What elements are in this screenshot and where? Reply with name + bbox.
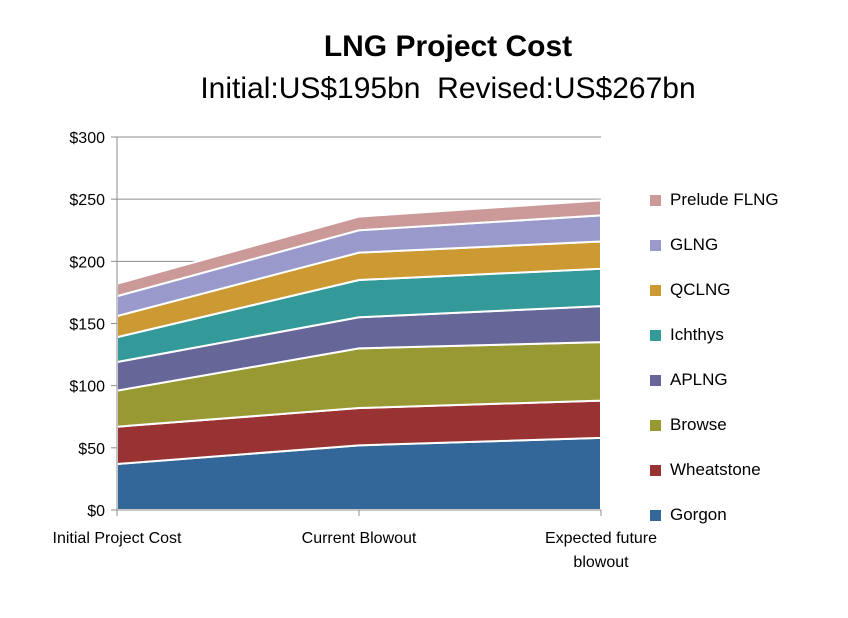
x-tick-label: Current Blowout <box>302 530 417 547</box>
x-tick-labels: Initial Project Cost Current Blowout Expec… <box>53 530 658 571</box>
y-tick-label: $0 <box>87 503 105 520</box>
legend: Prelude FLNG GLNG QCLNG Ichthys APLNG Browse W… <box>650 190 779 550</box>
y-tick-label: $150 <box>69 317 105 334</box>
legend-label: APLNG <box>670 370 728 389</box>
area-series <box>116 199 602 511</box>
legend-item: Gorgon <box>650 505 779 550</box>
legend-item: QCLNG <box>650 280 779 325</box>
y-tick-label: $300 <box>69 130 105 147</box>
legend-swatch <box>650 195 661 206</box>
legend-label: Ichthys <box>670 325 724 344</box>
legend-swatch <box>650 510 661 521</box>
legend-item: Ichthys <box>650 325 779 370</box>
y-tick-labels: $0 $50 $100 $150 $200 $250 $300 <box>69 130 105 520</box>
legend-item: APLNG <box>650 370 779 415</box>
chart-title: LNG Project Cost <box>323 30 573 63</box>
legend-item: GLNG <box>650 235 779 280</box>
legend-label: QCLNG <box>670 280 731 299</box>
legend-swatch <box>650 375 661 386</box>
legend-swatch <box>650 330 661 341</box>
x-tick-label: Expected future blowout <box>545 530 657 571</box>
y-tick-label: $50 <box>78 441 105 458</box>
legend-item: Wheatstone <box>650 460 779 505</box>
y-tick-label: $250 <box>69 192 105 209</box>
y-tick-label: $200 <box>69 254 105 271</box>
legend-label: Prelude FLNG <box>670 190 779 209</box>
legend-swatch <box>650 285 661 296</box>
legend-swatch <box>650 240 661 251</box>
y-tick-label: $100 <box>69 379 105 396</box>
legend-label: Wheatstone <box>670 460 761 479</box>
legend-label: Gorgon <box>670 505 727 524</box>
legend-item: Prelude FLNG <box>650 190 779 235</box>
legend-swatch <box>650 465 661 476</box>
axes <box>111 136 602 516</box>
legend-swatch <box>650 420 661 431</box>
chart-subtitle: Initial:US$195bn Revised:US$267bn <box>200 72 696 105</box>
legend-item: Browse <box>650 415 779 460</box>
legend-label: GLNG <box>670 235 719 254</box>
x-tick-label: Initial Project Cost <box>53 530 182 547</box>
legend-label: Browse <box>670 415 727 434</box>
